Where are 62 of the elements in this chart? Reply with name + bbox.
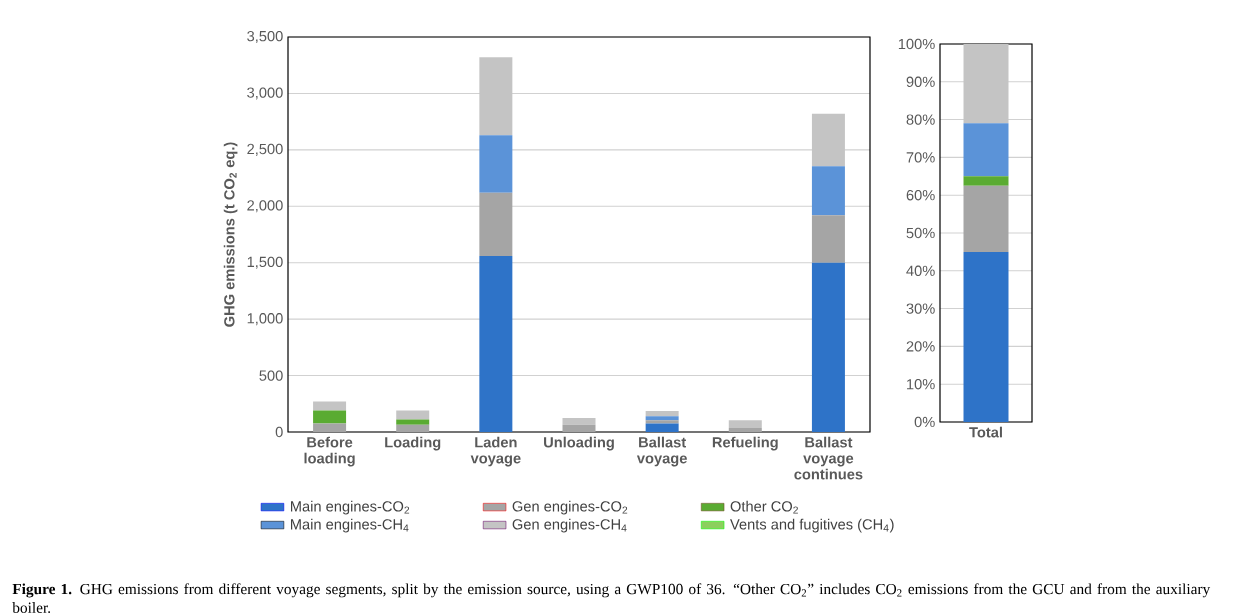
x-tick-label: Refueling	[712, 436, 778, 451]
legend-label: Vents and fugitives (CH$_{4}$)	[730, 518, 894, 533]
bar	[396, 410, 430, 420]
legend-label: Gen engines-CH$_{4}$	[512, 518, 627, 533]
bar	[562, 424, 596, 432]
y-tick-label: 60%	[906, 190, 935, 201]
legend-label: Main engines-CO$_{2}$	[291, 500, 410, 515]
bar	[645, 423, 679, 432]
y-tick-label: 20%	[906, 341, 935, 352]
bar	[313, 410, 347, 424]
x-tick-label: Total	[969, 426, 1002, 438]
y-tick-label: 0%	[914, 416, 935, 428]
bar	[963, 176, 1009, 186]
bar	[811, 166, 845, 216]
y-tick-label: 90%	[906, 76, 935, 87]
y-tick-label: 500	[259, 370, 283, 381]
y-tick-label: 3,500	[247, 30, 283, 44]
bar	[728, 420, 762, 429]
bar	[313, 401, 347, 411]
bar	[479, 255, 513, 432]
bar	[963, 185, 1009, 252]
y-tick-label: 40%	[906, 265, 935, 276]
bar	[811, 113, 845, 167]
bar	[479, 192, 513, 256]
y-tick-label: 50%	[906, 227, 935, 239]
bar	[479, 57, 513, 136]
bar	[479, 135, 513, 193]
x-tick-label: Ballast voyage continues	[794, 436, 863, 480]
x-tick-label: Loading	[385, 436, 441, 451]
y-tick-label: 2,500	[247, 143, 283, 156]
bar	[728, 428, 762, 432]
legend-label: Gen engines-CO$_{2}$	[512, 500, 628, 515]
bar	[645, 416, 679, 421]
bar	[396, 419, 430, 425]
x-tick-label: Ballast voyage	[636, 436, 687, 467]
bar	[645, 411, 679, 417]
bar	[645, 420, 679, 424]
bar	[562, 417, 596, 425]
bar	[396, 424, 430, 432]
bar	[811, 215, 845, 263]
y-axis-title: GHG emissions (t CO$_{2}$ eq.)	[223, 142, 238, 327]
y-tick-label: 1,000	[247, 313, 283, 326]
x-tick-label: Laden voyage	[470, 436, 521, 467]
y-tick-label: 3,000	[247, 87, 283, 100]
y-tick-label: 0	[275, 426, 283, 438]
bar	[963, 123, 1009, 177]
legend-label: Main engines-CH$_{4}$	[291, 518, 409, 533]
legend-label: Other CO$_{2}$	[730, 500, 798, 514]
y-tick-label: 80%	[906, 114, 935, 125]
y-tick-label: 1,500	[247, 256, 283, 269]
y-tick-label: 70%	[906, 152, 935, 163]
bar	[313, 423, 347, 432]
text: Figure 1. GHG emissions from different voyage segments, split by the emission source, using a GWP100 of 36. “Other CO$_{2}$” includes CO$_{2}$ emissions from the GCU and from the auxiliary boiler.	[12, 583, 1211, 613]
bar	[963, 251, 1009, 422]
y-tick-label: 10%	[907, 379, 935, 390]
x-tick-label: Unloading	[544, 436, 614, 451]
y-tick-label: 30%	[906, 303, 935, 314]
bar	[811, 262, 845, 432]
bar	[963, 43, 1009, 124]
y-tick-label: 2,000	[247, 200, 283, 213]
y-tick-label: 100%	[898, 38, 935, 50]
x-tick-label: Before loading	[304, 436, 355, 467]
